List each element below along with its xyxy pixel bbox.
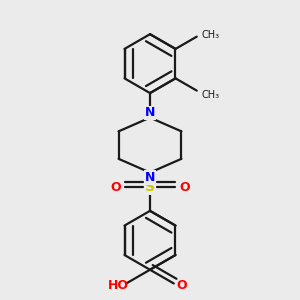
Text: S: S xyxy=(145,180,155,194)
Text: N: N xyxy=(145,106,155,119)
Text: O: O xyxy=(110,181,121,194)
Text: HO: HO xyxy=(108,279,129,292)
Text: CH₃: CH₃ xyxy=(202,30,220,40)
Text: O: O xyxy=(179,181,190,194)
Text: O: O xyxy=(176,279,187,292)
Text: N: N xyxy=(145,171,155,184)
Text: CH₃: CH₃ xyxy=(202,89,220,100)
